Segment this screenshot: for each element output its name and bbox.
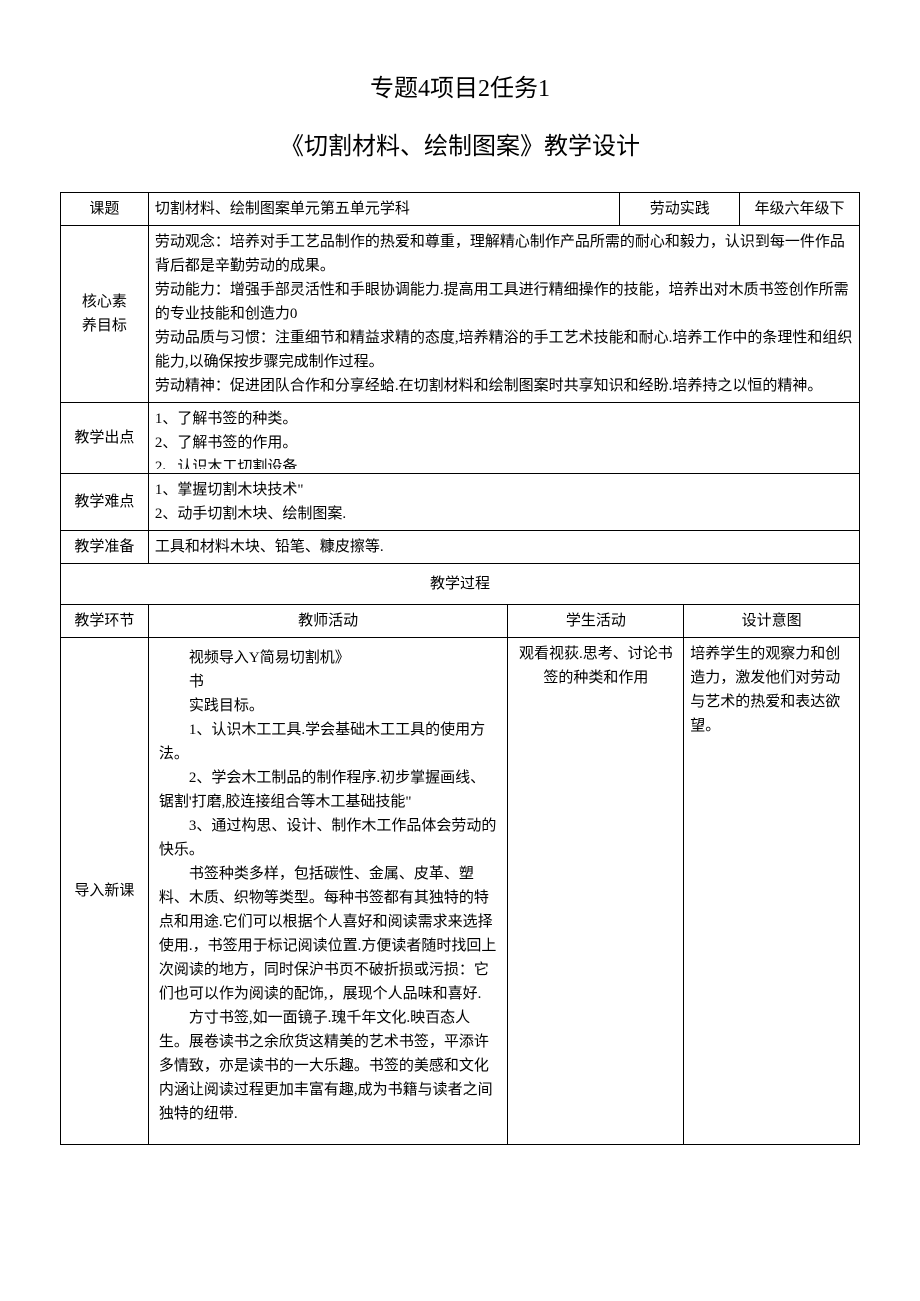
core-objectives-label: 核心素 养目标 bbox=[61, 225, 149, 402]
core-obj-p2: 劳动能力：增强手部灵活性和手眼协调能力.提高用工具进行精细操作的技能，培养出对木… bbox=[155, 278, 853, 326]
table-row: 教学环节 教师活动 学生活动 设计意图 bbox=[61, 604, 860, 637]
keti-label: 课题 bbox=[61, 192, 149, 225]
intro-teacher-p3: 实践目标。 bbox=[159, 694, 498, 718]
col-intent: 设计意图 bbox=[684, 604, 860, 637]
intro-teacher-p6: 3、通过构思、设计、制作木工作品体会劳动的快乐。 bbox=[159, 814, 498, 862]
intro-teacher-p1: 视频导入Y简易切割机》 bbox=[159, 646, 498, 670]
col-student: 学生活动 bbox=[508, 604, 684, 637]
teach-difficult-label: 教学难点 bbox=[61, 473, 149, 530]
intro-teacher-p5: 2、学会木工制品的制作程序.初步掌握画线、锯割'打磨,胶连接组合等木工基础技能" bbox=[159, 766, 498, 814]
table-row: 教学准备 工具和材料木块、铅笔、糠皮擦等. bbox=[61, 530, 860, 563]
teach-point-content: 1、了解书签的种类。 2、了解书签的作用。 2、认识木工切割设备 bbox=[148, 402, 859, 473]
teach-prep-value: 工具和材料木块、铅笔、糠皮擦等. bbox=[148, 530, 859, 563]
intro-teacher-p4: 1、认识木工工具.学会基础木工工具的使用方法。 bbox=[159, 718, 498, 766]
col-phase: 教学环节 bbox=[61, 604, 149, 637]
table-row: 教学过程 bbox=[61, 563, 860, 604]
table-row: 教学出点 1、了解书签的种类。 2、了解书签的作用。 2、认识木工切割设备 bbox=[61, 402, 860, 473]
process-header: 教学过程 bbox=[61, 563, 860, 604]
teach-difficult-content: 1、掌握切割木块技术" 2、动手切割木块、绘制图案. bbox=[148, 473, 859, 530]
teach-point-l1: 1、了解书签的种类。 bbox=[155, 407, 853, 431]
subject-value: 劳动实践 bbox=[620, 192, 740, 225]
teach-difficult-l2: 2、动手切割木块、绘制图案. bbox=[155, 502, 853, 526]
col-teacher: 教师活动 bbox=[148, 604, 508, 637]
intro-teacher: 视频导入Y简易切割机》 书 实践目标。 1、认识木工工具.学会基础木工工具的使用… bbox=[148, 637, 508, 1144]
intro-teacher-p8: 方寸书签,如一面镜子.瑰千年文化.映百态人生。展卷读书之余欣货这精美的艺术书签，… bbox=[159, 1006, 498, 1126]
intro-intent: 培养学生的观察力和创造力，激发他们对劳动与艺术的热爱和表达欲望。 bbox=[684, 637, 860, 1144]
table-row: 课题 切割材料、绘制图案单元第五单元学科 劳动实践 年级六年级下 bbox=[61, 192, 860, 225]
grade-label: 年级六年级下 bbox=[740, 192, 860, 225]
core-obj-p4: 劳动精神：促进团队合作和分享经蛤.在切割材料和绘制图案时共享知识和经盼.培养持之… bbox=[155, 374, 853, 398]
teach-point-l3: 2、认识木工切割设备 bbox=[155, 455, 853, 469]
doc-subtitle: 《切割材料、绘制图案》教学设计 bbox=[60, 128, 860, 166]
table-row: 导入新课 视频导入Y简易切割机》 书 实践目标。 1、认识木工工具.学会基础木工… bbox=[61, 637, 860, 1144]
intro-label: 导入新课 bbox=[61, 637, 149, 1144]
intro-teacher-p7: 书签种类多样，包括碳性、金属、皮革、塑料、木质、织物等类型。每种书签都有其独特的… bbox=[159, 862, 498, 1006]
keti-value: 切割材料、绘制图案单元第五单元学科 bbox=[148, 192, 619, 225]
teach-prep-label: 教学准备 bbox=[61, 530, 149, 563]
intro-teacher-p2: 书 bbox=[159, 670, 498, 694]
teach-difficult-l1: 1、掌握切割木块技术" bbox=[155, 478, 853, 502]
doc-title: 专题4项目2任务1 bbox=[60, 70, 860, 108]
intro-student: 观看视荻.思考、讨论书签的种类和作用 bbox=[508, 637, 684, 1144]
teach-point-l2: 2、了解书签的作用。 bbox=[155, 431, 853, 455]
core-objectives-content: 劳动观念：培养对手工艺品制作的热爱和尊重，理解精心制作产品所需的耐心和毅力，认识… bbox=[148, 225, 859, 402]
core-obj-p3: 劳动品质与习惯：注重细节和精益求精的态度,培养精浴的手工艺术技能和耐心.培养工作… bbox=[155, 326, 853, 374]
table-row: 核心素 养目标 劳动观念：培养对手工艺品制作的热爱和尊重，理解精心制作产品所需的… bbox=[61, 225, 860, 402]
table-row: 教学难点 1、掌握切割木块技术" 2、动手切割木块、绘制图案. bbox=[61, 473, 860, 530]
core-obj-p1: 劳动观念：培养对手工艺品制作的热爱和尊重，理解精心制作产品所需的耐心和毅力，认识… bbox=[155, 230, 853, 278]
teach-point-label: 教学出点 bbox=[61, 402, 149, 473]
lesson-plan-table: 课题 切割材料、绘制图案单元第五单元学科 劳动实践 年级六年级下 核心素 养目标… bbox=[60, 192, 860, 1145]
